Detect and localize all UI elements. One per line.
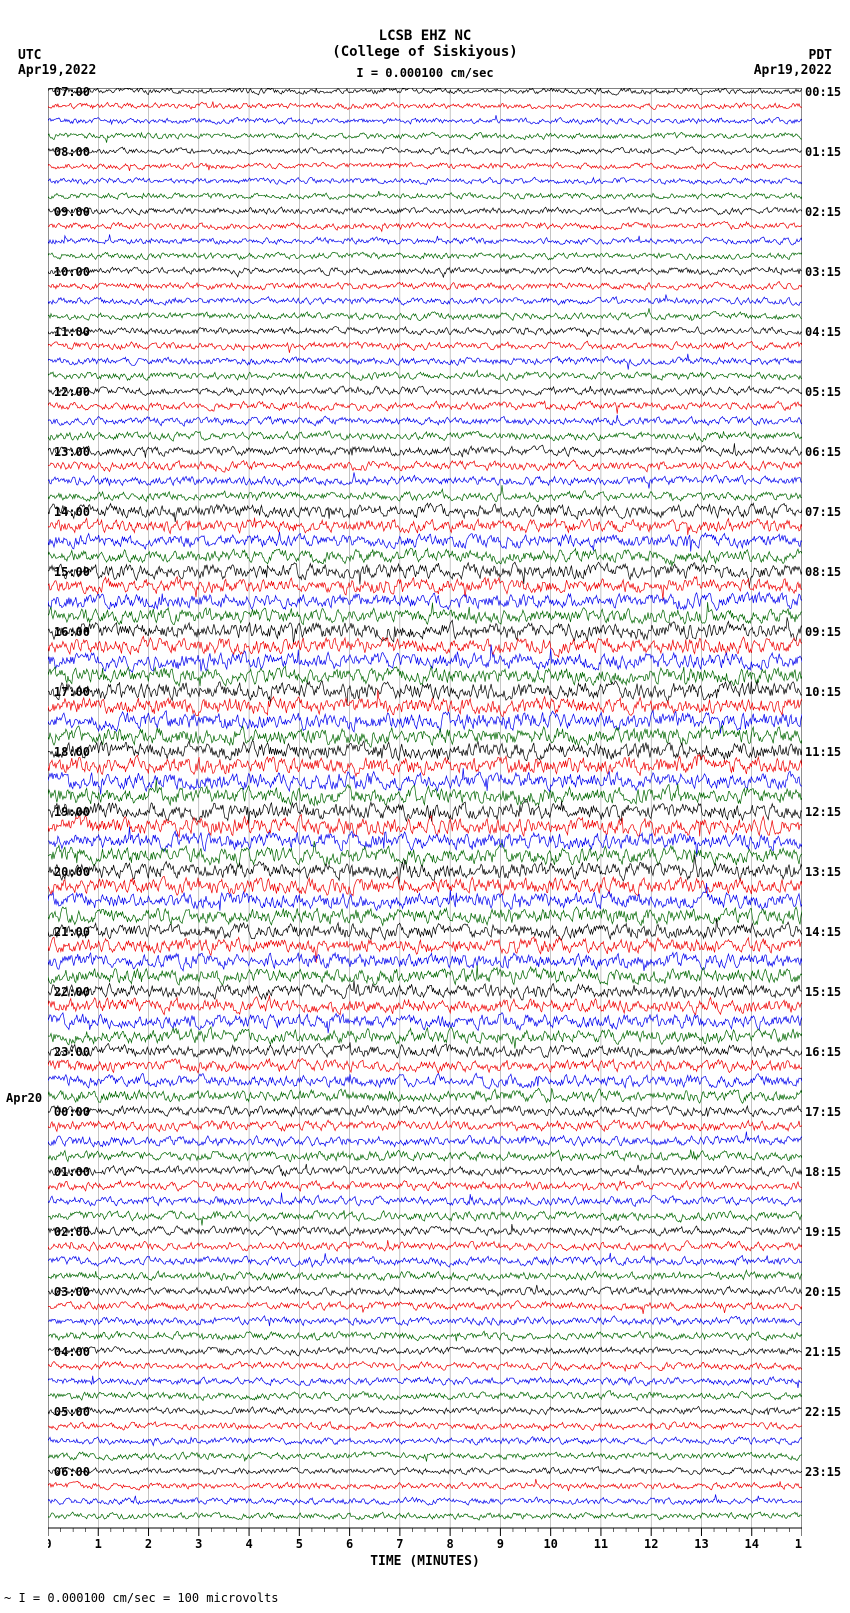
pdt-hour-label: 19:15 bbox=[805, 1225, 841, 1239]
pdt-hour-label: 13:15 bbox=[805, 865, 841, 879]
location-title: (College of Siskiyous) bbox=[0, 44, 850, 60]
pdt-hour-label: 03:15 bbox=[805, 265, 841, 279]
footer-note: ~ I = 0.000100 cm/sec = 100 microvolts bbox=[4, 1591, 279, 1605]
pdt-hour-label: 20:15 bbox=[805, 1285, 841, 1299]
svg-text:12: 12 bbox=[644, 1537, 658, 1548]
utc-hour-label: 10:00 bbox=[10, 265, 90, 279]
utc-hour-label: 07:00 bbox=[10, 85, 90, 99]
utc-hour-label: 21:00 bbox=[10, 925, 90, 939]
pdt-hour-label: 08:15 bbox=[805, 565, 841, 579]
pdt-hour-label: 10:15 bbox=[805, 685, 841, 699]
pdt-hour-label: 11:15 bbox=[805, 745, 841, 759]
utc-hour-label: 09:00 bbox=[10, 205, 90, 219]
utc-hour-label: 18:00 bbox=[10, 745, 90, 759]
svg-text:8: 8 bbox=[447, 1537, 454, 1548]
header: LCSB EHZ NC (College of Siskiyous) I = 0… bbox=[0, 0, 850, 81]
pdt-hour-label: 06:15 bbox=[805, 445, 841, 459]
pdt-hour-label: 14:15 bbox=[805, 925, 841, 939]
station-title: LCSB EHZ NC bbox=[0, 28, 850, 44]
svg-text:13: 13 bbox=[694, 1537, 708, 1548]
utc-hour-label: 14:00 bbox=[10, 505, 90, 519]
date-right-label: Apr19,2022 bbox=[754, 63, 832, 78]
utc-hour-label: 03:00 bbox=[10, 1285, 90, 1299]
utc-hour-label: 00:00 bbox=[10, 1105, 90, 1119]
svg-text:4: 4 bbox=[245, 1537, 252, 1548]
svg-text:5: 5 bbox=[296, 1537, 303, 1548]
pdt-hour-label: 23:15 bbox=[805, 1465, 841, 1479]
utc-hour-label: 20:00 bbox=[10, 865, 90, 879]
seismogram-container: LCSB EHZ NC (College of Siskiyous) I = 0… bbox=[0, 0, 850, 1613]
utc-hour-label: 19:00 bbox=[10, 805, 90, 819]
helicorder-plot: 0123456789101112131415 bbox=[48, 88, 802, 1538]
pdt-hour-label: 07:15 bbox=[805, 505, 841, 519]
pdt-hour-label: 16:15 bbox=[805, 1045, 841, 1059]
utc-hour-label: 08:00 bbox=[10, 145, 90, 159]
midnight-day-label: Apr20 bbox=[6, 1091, 42, 1105]
utc-hour-label: 22:00 bbox=[10, 985, 90, 999]
utc-hour-label: 12:00 bbox=[10, 385, 90, 399]
pdt-hour-label: 21:15 bbox=[805, 1345, 841, 1359]
pdt-hour-label: 18:15 bbox=[805, 1165, 841, 1179]
svg-text:9: 9 bbox=[497, 1537, 504, 1548]
utc-hour-label: 13:00 bbox=[10, 445, 90, 459]
svg-text:7: 7 bbox=[396, 1537, 403, 1548]
svg-text:15: 15 bbox=[795, 1537, 802, 1548]
utc-hour-label: 23:00 bbox=[10, 1045, 90, 1059]
svg-text:10: 10 bbox=[543, 1537, 557, 1548]
tz-right-label: PDT bbox=[809, 48, 832, 63]
pdt-hour-label: 01:15 bbox=[805, 145, 841, 159]
svg-text:14: 14 bbox=[745, 1537, 759, 1548]
svg-text:6: 6 bbox=[346, 1537, 353, 1548]
pdt-hour-label: 09:15 bbox=[805, 625, 841, 639]
pdt-hour-label: 15:15 bbox=[805, 985, 841, 999]
utc-hour-label: 15:00 bbox=[10, 565, 90, 579]
svg-text:11: 11 bbox=[594, 1537, 608, 1548]
pdt-hour-label: 00:15 bbox=[805, 85, 841, 99]
svg-text:3: 3 bbox=[195, 1537, 202, 1548]
scale-bar: I = 0.000100 cm/sec bbox=[356, 66, 493, 80]
pdt-hour-label: 05:15 bbox=[805, 385, 841, 399]
svg-text:2: 2 bbox=[145, 1537, 152, 1548]
pdt-hour-label: 02:15 bbox=[805, 205, 841, 219]
utc-hour-label: 02:00 bbox=[10, 1225, 90, 1239]
utc-hour-label: 11:00 bbox=[10, 325, 90, 339]
pdt-hour-label: 17:15 bbox=[805, 1105, 841, 1119]
svg-text:1: 1 bbox=[95, 1537, 102, 1548]
pdt-hour-label: 12:15 bbox=[805, 805, 841, 819]
utc-hour-label: 04:00 bbox=[10, 1345, 90, 1359]
tz-left-label: UTC bbox=[18, 48, 41, 63]
svg-text:0: 0 bbox=[48, 1537, 52, 1548]
utc-hour-label: 17:00 bbox=[10, 685, 90, 699]
date-left-label: Apr19,2022 bbox=[18, 63, 96, 78]
utc-hour-label: 01:00 bbox=[10, 1165, 90, 1179]
utc-hour-label: 06:00 bbox=[10, 1465, 90, 1479]
utc-hour-label: 16:00 bbox=[10, 625, 90, 639]
x-axis-label: TIME (MINUTES) bbox=[0, 1554, 850, 1569]
pdt-hour-label: 22:15 bbox=[805, 1405, 841, 1419]
pdt-hour-label: 04:15 bbox=[805, 325, 841, 339]
utc-hour-label: 05:00 bbox=[10, 1405, 90, 1419]
